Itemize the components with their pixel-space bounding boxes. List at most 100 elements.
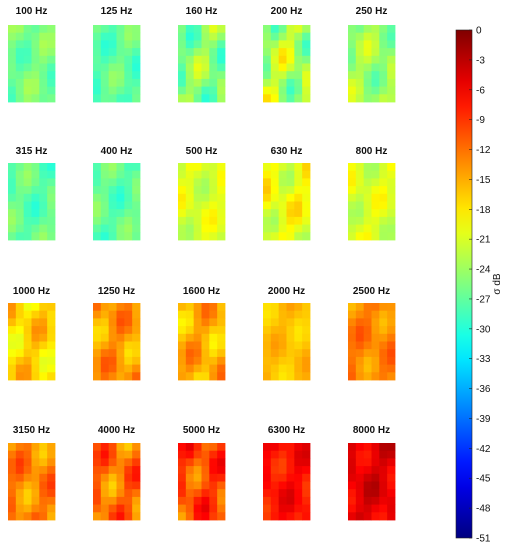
heatmap-cell xyxy=(39,48,48,57)
heatmap-cell xyxy=(93,356,102,365)
heatmap-cell xyxy=(209,170,218,179)
heatmap-cell xyxy=(108,86,117,95)
panel-frequency-label: 160 Hz xyxy=(186,6,218,17)
heatmap-cell xyxy=(31,232,40,241)
heatmap-cell xyxy=(47,310,56,319)
heatmap-cell xyxy=(116,504,125,513)
heatmap-cell xyxy=(193,40,202,49)
heatmap-cell xyxy=(132,186,141,195)
heatmap-cell xyxy=(363,25,372,34)
heatmap-cell xyxy=(379,193,388,202)
heatmap-cell xyxy=(270,364,280,373)
heatmap-cell xyxy=(193,481,202,490)
heatmap-cell xyxy=(348,310,357,319)
panel-500-hz: 500 Hz xyxy=(178,146,226,241)
heatmap-cell xyxy=(355,25,365,34)
heatmap-cell xyxy=(294,55,303,64)
heatmap-cell xyxy=(100,32,110,41)
heatmap-cell xyxy=(124,25,133,34)
heatmap-cell xyxy=(23,473,32,482)
heatmap-cell xyxy=(270,48,280,57)
heatmap-cell xyxy=(379,466,388,475)
heatmap-cell xyxy=(15,473,25,482)
heatmap-cell xyxy=(294,341,303,350)
heatmap-cell xyxy=(348,201,357,210)
heatmap-cell xyxy=(371,443,380,452)
heatmap-cell xyxy=(363,32,372,41)
heatmap-cell xyxy=(278,326,287,335)
heatmap-cell xyxy=(379,489,388,498)
heatmap-cell xyxy=(100,512,110,521)
heatmap-cell xyxy=(178,63,187,72)
heatmap-cell xyxy=(47,443,56,452)
heatmap-cell xyxy=(23,40,32,49)
heatmap-cell xyxy=(185,333,195,342)
heatmap-cell xyxy=(23,496,32,505)
heatmap-cell xyxy=(294,201,303,210)
heatmap-cell xyxy=(217,318,226,327)
heatmap-cell xyxy=(47,71,56,80)
heatmap-cell xyxy=(278,209,287,218)
heatmap-cell xyxy=(93,310,102,319)
heatmap-cell xyxy=(387,481,396,490)
heatmap-cell xyxy=(116,78,125,87)
colorbar-tick-label: -15 xyxy=(476,175,491,186)
heatmap-cell xyxy=(355,512,365,521)
heatmap-cell xyxy=(31,466,40,475)
heatmap-cell xyxy=(124,349,133,358)
heatmap-cell xyxy=(178,489,187,498)
heatmap-cell xyxy=(124,94,133,103)
heatmap-cell xyxy=(379,333,388,342)
heatmap-cell xyxy=(270,496,280,505)
heatmap-cell xyxy=(355,349,365,358)
heatmap-cell xyxy=(185,489,195,498)
heatmap-cell xyxy=(132,310,141,319)
heatmap-cell xyxy=(302,94,311,103)
heatmap-cell xyxy=(15,458,25,467)
heatmap-cell xyxy=(348,372,357,381)
heatmap-cell xyxy=(201,356,210,365)
heatmap-cell xyxy=(209,63,218,72)
heatmap-cell xyxy=(217,216,226,225)
heatmap-cell xyxy=(209,86,218,95)
heatmap-cell xyxy=(270,303,280,312)
heatmap-cell xyxy=(363,326,372,335)
heatmap-cell xyxy=(31,326,40,335)
heatmap-cell xyxy=(286,356,295,365)
heatmap-cell xyxy=(178,466,187,475)
heatmap-cell xyxy=(387,496,396,505)
heatmap-cell xyxy=(209,193,218,202)
heatmap-cell xyxy=(100,303,110,312)
heatmap-cell xyxy=(31,303,40,312)
heatmap-cell xyxy=(8,71,17,80)
heatmap-cell xyxy=(363,481,372,490)
heatmap-cell xyxy=(31,318,40,327)
heatmap-cell xyxy=(294,216,303,225)
heatmap-cell xyxy=(270,372,280,381)
heatmap-cell xyxy=(132,25,141,34)
heatmap-cell xyxy=(178,450,187,459)
heatmap-cell xyxy=(294,48,303,57)
heatmap-cell xyxy=(178,86,187,95)
heatmap-cell xyxy=(185,473,195,482)
heatmap-cell xyxy=(39,372,48,381)
heatmap-cell xyxy=(108,163,117,172)
heatmap-cell xyxy=(355,458,365,467)
heatmap-cell xyxy=(217,86,226,95)
heatmap-cell xyxy=(93,40,102,49)
heatmap-cell xyxy=(294,466,303,475)
heatmap-cell xyxy=(371,48,380,57)
heatmap-cell xyxy=(209,318,218,327)
heatmap-cell xyxy=(217,504,226,513)
heatmap-cell xyxy=(387,224,396,233)
heatmap-cell xyxy=(193,303,202,312)
heatmap-cell xyxy=(348,466,357,475)
heatmap-cell xyxy=(217,356,226,365)
heatmap-cell xyxy=(217,496,226,505)
heatmap-cell xyxy=(108,201,117,210)
heatmap-cell xyxy=(124,86,133,95)
panel-frequency-label: 200 Hz xyxy=(271,6,303,17)
heatmap-cell xyxy=(263,193,272,202)
colorbar-tick-label: -3 xyxy=(476,55,485,66)
heatmap-cell xyxy=(116,186,125,195)
